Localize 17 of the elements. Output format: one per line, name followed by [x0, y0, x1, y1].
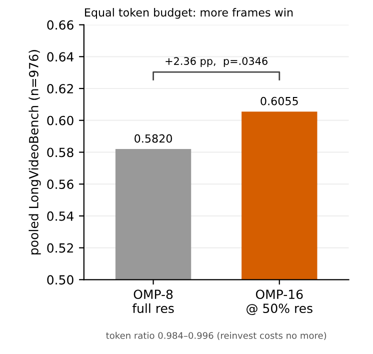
- y-tick-label: 0.54: [47, 211, 74, 221]
- y-axis-title: pooled LongVideoBench (n=976): [28, 50, 41, 254]
- text: token ratio 0.984–0.996 (reinvest costs no more): [106, 332, 326, 340]
- data-label: 0.6055: [260, 96, 298, 106]
- annotation: +2.36 pp, p=.0346: [166, 57, 268, 67]
- data-label: 0.5820: [134, 134, 172, 143]
- chart-title: Equal token budget: more frames win: [85, 8, 293, 19]
- y-tick-label: 0.50: [47, 275, 74, 285]
- y-tick-label: 0.66: [47, 20, 74, 30]
- x-tick-label: OMP-16 @ 50% res: [246, 290, 312, 316]
- y-tick-label: 0.58: [47, 148, 74, 158]
- x-tick-label: OMP-8 full res: [132, 290, 174, 314]
- y-tick-label: 0.64: [47, 52, 74, 62]
- y-tick-label: 0.56: [47, 180, 74, 190]
- y-tick-label: 0.62: [47, 84, 73, 94]
- y-tick-label: 0.52: [47, 243, 73, 253]
- y-tick-label: 0.60: [47, 116, 74, 126]
